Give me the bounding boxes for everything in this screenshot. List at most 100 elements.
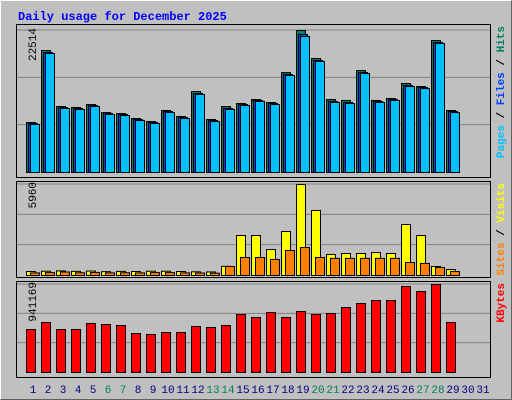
x-tick-label: 31 (476, 385, 490, 397)
bar (210, 272, 220, 276)
bar (330, 257, 340, 276)
bar (41, 321, 51, 373)
x-tick-label: 17 (266, 385, 279, 397)
x-tick-label: 21 (326, 385, 340, 397)
x-tick-label: 19 (296, 385, 309, 397)
x-tick-label: 9 (150, 385, 157, 397)
bar (285, 74, 295, 173)
bar (450, 271, 460, 277)
bar (135, 120, 145, 174)
bar (446, 321, 456, 373)
bar (56, 328, 66, 374)
bar (101, 323, 111, 373)
bar (225, 108, 235, 173)
x-tick-label: 7 (120, 385, 127, 397)
bar (60, 107, 70, 173)
legend-separator: / (496, 105, 508, 125)
x-tick-label: 24 (371, 385, 385, 397)
bar (90, 106, 100, 173)
legend-entry: Sites (496, 242, 508, 275)
bar (90, 271, 100, 277)
legend: Sites / Visits (496, 183, 508, 275)
legend: KBytes (496, 283, 508, 323)
bar (390, 99, 400, 173)
bar (255, 100, 265, 173)
bar (75, 108, 85, 173)
bar (176, 332, 186, 374)
bar (195, 272, 205, 276)
bar (150, 272, 160, 277)
bar (375, 101, 385, 173)
bar (296, 311, 306, 374)
x-tick-label: 3 (60, 385, 67, 397)
bar (45, 272, 55, 277)
x-tick-label: 14 (221, 385, 235, 397)
y-tick-label: 941169 (28, 282, 40, 322)
legend-entry: Hits (496, 26, 508, 52)
bar (431, 284, 441, 373)
bar (75, 272, 85, 277)
y-tick-label: 5960 (28, 182, 40, 208)
x-tick-label: 27 (416, 385, 429, 397)
bar (315, 60, 325, 173)
bar (165, 272, 175, 277)
bar (120, 272, 130, 277)
bar (435, 267, 445, 276)
bar (60, 271, 70, 276)
bar (345, 102, 355, 173)
bar (116, 324, 126, 373)
bar (330, 101, 340, 173)
bar (326, 313, 336, 374)
legend-entry: KBytes (496, 283, 508, 323)
bar (285, 249, 295, 276)
bar (165, 112, 175, 173)
x-tick-label: 6 (105, 385, 112, 397)
bar (270, 104, 280, 173)
bar (221, 324, 231, 373)
x-tick-label: 10 (161, 385, 174, 397)
x-tick-label: 23 (356, 385, 369, 397)
y-tick-label: 22514 (28, 28, 40, 61)
chart-title: Daily usage for December 2025 (18, 10, 227, 24)
bar (131, 333, 141, 374)
x-tick-label: 28 (431, 385, 444, 397)
bar (236, 314, 246, 374)
bar (191, 325, 201, 373)
bar (420, 262, 430, 277)
x-tick-label: 12 (191, 385, 204, 397)
x-tick-label: 8 (135, 385, 142, 397)
bar (135, 272, 145, 276)
x-tick-label: 30 (461, 385, 474, 397)
legend-entry: Pages (496, 125, 508, 158)
bar (146, 334, 156, 374)
bar (105, 272, 115, 276)
bar (161, 332, 171, 374)
bar (360, 257, 370, 276)
bar (195, 93, 205, 173)
bar (26, 328, 36, 374)
bar (375, 257, 385, 276)
bar (240, 256, 250, 276)
bar (315, 256, 325, 276)
bar (251, 317, 261, 374)
bar (150, 122, 160, 173)
bar (416, 291, 426, 373)
bar (356, 302, 366, 374)
x-tick-label: 15 (236, 385, 249, 397)
bar (345, 257, 355, 276)
bar (341, 306, 351, 374)
bar (210, 120, 220, 173)
legend-entry: Files (496, 72, 508, 105)
bar (240, 105, 250, 173)
bar (401, 285, 411, 373)
bar (180, 272, 190, 276)
bar (405, 262, 415, 277)
bar (30, 123, 40, 173)
bar (105, 114, 115, 174)
x-tick-label: 11 (176, 385, 190, 397)
bar (255, 256, 265, 276)
bar (225, 265, 235, 276)
bar (390, 257, 400, 276)
x-tick-label: 13 (206, 385, 219, 397)
